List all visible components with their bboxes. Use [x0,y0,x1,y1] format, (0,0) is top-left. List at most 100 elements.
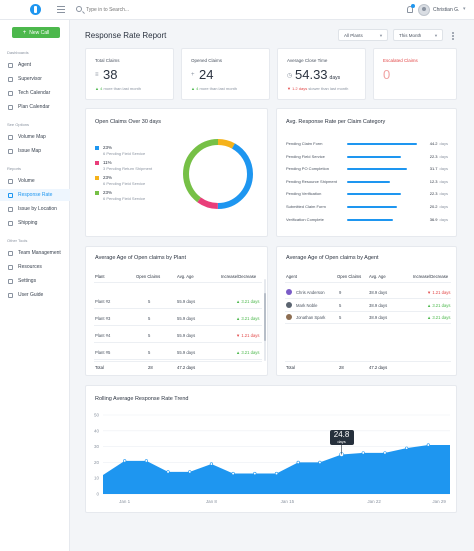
trend-point[interactable] [318,460,322,465]
column-header[interactable]: Increase/Decrease [413,274,449,279]
sidebar-item-issue-map[interactable]: Issue Map [0,145,70,157]
hamburger-menu-icon[interactable] [57,6,65,13]
scrollbar-thumb[interactable] [264,293,266,341]
x-tick-label: Jan 22 [367,499,381,504]
sidebar-item-settings[interactable]: Settings [0,275,70,287]
stat-value: 38 [103,67,118,82]
sidebar-item-user-guide[interactable]: User Guide [0,289,70,301]
divider [285,310,451,312]
card-title: Average Age of Open claims by Agent [286,255,379,261]
stat-label: Total Claims [95,58,120,63]
sidebar-section-tools: Other Tools [7,238,28,243]
y-tick-label: 10 [94,476,100,481]
divider [285,282,451,283]
location-icon [8,206,13,212]
response-rate-value: 22.3 days [430,154,448,159]
plant-name[interactable]: Plant #4 [95,333,111,338]
sidebar-item-volume-map[interactable]: Volume Map [0,131,70,143]
stat-card-total-claims: Total Claims ≡ 38 ▲ 4 more than last mon… [85,48,174,100]
trend-point[interactable] [209,462,214,466]
plant-open-claims: 5 [148,350,151,355]
new-call-button[interactable]: + New Call [12,27,60,38]
sidebar-item-plan-calendar[interactable]: Plan Calendar [0,101,70,113]
user-avatar[interactable] [418,4,430,16]
legend-name: 6 Pending Field Service [103,196,146,201]
plant-change-value: 3.21 days [241,299,260,304]
sidebar-item-label: Volume [18,178,35,184]
sidebar-item-issue-by-location[interactable]: Issue by Location [0,203,70,215]
sidebar-item-team-management[interactable]: Team Management [0,247,70,259]
sidebar-item-label: Issue by Location [18,206,57,212]
y-tick-label: 0 [96,492,99,497]
trend-point[interactable] [231,471,235,476]
trend-point[interactable] [361,451,365,455]
stat-change: ▼ 1.2 days slower than last month [287,86,349,91]
sidebar-item-shipping[interactable]: Shipping [0,217,70,229]
column-header[interactable]: Avg. Age [369,274,386,279]
plant-name[interactable]: Plant #5 [95,350,111,355]
agent-name[interactable]: Jonathan Spark [296,315,326,320]
search-input[interactable] [86,5,206,15]
trend-point[interactable] [166,470,170,474]
notification-badge [411,4,415,8]
x-tick-label: Jan 15 [281,499,295,504]
team-icon [8,250,13,256]
response-rate-unit: days [439,141,448,146]
trend-point[interactable] [405,446,409,450]
user-name[interactable]: Christian G. [433,7,460,13]
response-rate-label: Pending Verification [286,191,322,197]
sidebar-item-volume[interactable]: Volume [0,175,70,187]
trend-point[interactable] [253,471,257,476]
notification-bell-icon[interactable] [407,6,413,13]
sidebar-item-label: Plan Calendar [18,104,50,110]
more-options-icon[interactable] [452,32,454,40]
column-header[interactable]: Increase/Decrease [221,274,257,279]
divider [285,298,451,299]
divider [94,361,262,362]
sidebar-item-resources[interactable]: Resources [0,261,70,273]
trend-point[interactable] [188,470,192,474]
stat-card-escalated-claims: Escalated Claims 0 [373,48,457,100]
trend-point[interactable] [296,460,300,465]
trend-point[interactable] [123,459,127,463]
new-call-label: New Call [29,29,50,36]
divider [94,282,262,283]
plant-filter-select[interactable]: All Plants ▼ [338,29,388,41]
response-rate-unit: days [439,216,448,222]
sidebar-item-agent[interactable]: Agent [0,59,70,71]
trend-point[interactable] [144,459,148,463]
trend-point[interactable] [274,471,279,476]
sidebar-item-label: Issue Map [18,148,42,154]
total-label: Total [95,365,104,370]
card-title: Open Claims Over 30 days [95,119,162,125]
plant-avg-age: 55.9 days [177,333,196,338]
legend-pct: 23% [103,190,113,195]
sidebar-item-tech-calendar[interactable]: Tech Calendar [0,87,70,99]
sidebar-item-label: User Guide [18,292,44,298]
response-rate-bar [347,143,417,145]
column-header[interactable]: Agent [286,274,297,279]
column-header[interactable]: Plant [95,274,105,279]
app-logo-icon[interactable] [30,4,41,15]
sidebar-item-supervisor[interactable]: Supervisor [0,73,70,85]
legend-pct: 23% [103,175,113,180]
response-rate-number: 22.3 [429,153,438,159]
trend-point[interactable] [426,443,430,447]
plant-name[interactable]: Plant #2 [95,299,111,304]
trend-point[interactable] [383,451,387,455]
chevron-down-icon[interactable]: ▾ [463,6,466,12]
sidebar-item-response-rate[interactable]: Response Rate [0,189,70,201]
period-filter-select[interactable]: This Month ▼ [393,29,443,41]
y-tick-label: 40 [94,428,100,433]
column-header[interactable]: Open Claims [136,274,161,279]
chart-tooltip: 24.8 days [329,429,354,445]
plant-name[interactable]: Plant #3 [95,316,111,321]
agent-name[interactable]: Mark Noble [296,302,318,308]
agent-change-value: 3.21 days [432,302,451,308]
agent-name[interactable]: Chris Anderson [296,290,325,295]
sidebar-item-label: Volume Map [18,134,46,140]
divider [94,308,262,309]
column-header[interactable]: Avg. Age [177,274,194,279]
stat-label: Escalated Claims [383,58,418,63]
column-header[interactable]: Open Claims [337,274,362,279]
